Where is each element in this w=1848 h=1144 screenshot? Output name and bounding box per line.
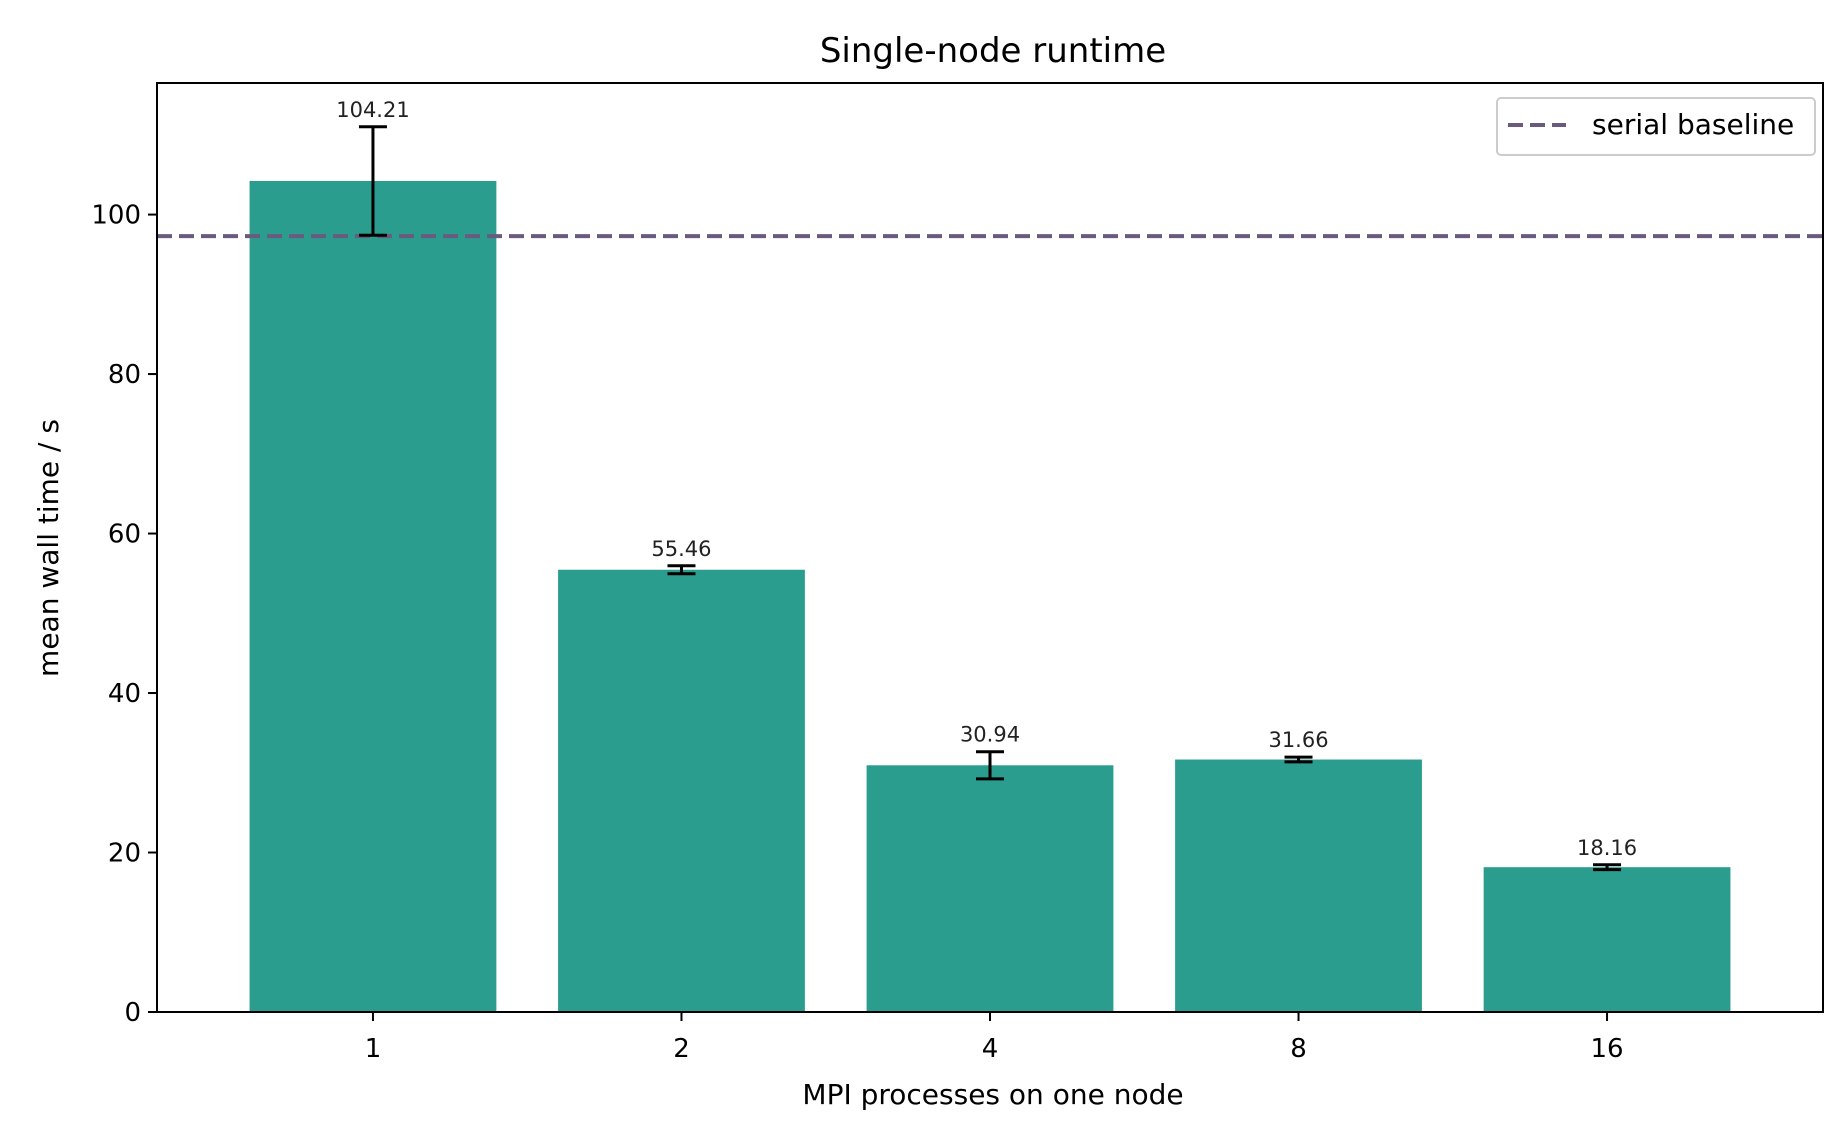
error-bars-layer [358,125,1622,872]
plot-frame [156,82,1824,1013]
x-tick-label-1: 1 [365,1034,382,1064]
data-label-2: 55.46 [651,537,711,561]
legend-box [1496,97,1816,156]
data-label-4: 30.94 [960,723,1020,747]
y-tick-label-40: 40 [108,679,141,709]
x-tick-label-16: 16 [1590,1034,1623,1064]
bar-1 [249,181,497,1012]
y-tick-label-20: 20 [108,839,141,869]
data-label-1: 104.21 [336,98,409,122]
data-label-16: 18.16 [1577,836,1637,860]
legend-label-serial-baseline: serial baseline [1592,108,1794,141]
x-tick-label-4: 4 [982,1034,999,1064]
x-tick-label-2: 2 [673,1034,690,1064]
x-tick-label-8: 8 [1290,1034,1307,1064]
y-axis-label: mean wall time / s [32,419,65,677]
x-axis-label: MPI processes on one node [802,1078,1183,1111]
data-label-8: 31.66 [1268,728,1328,752]
bar-8 [1175,759,1422,1012]
data-labels-layer: 104.21 55.46 30.94 31.66 18.16 [336,98,1637,860]
y-tick-label-0: 0 [124,998,141,1028]
bar-2 [558,569,805,1012]
y-tick-label-80: 80 [108,360,141,390]
bar-4 [866,765,1114,1012]
legend: serial baseline [1496,97,1816,156]
y-tick-label-60: 60 [108,520,141,550]
chart-title: Single-node runtime [820,31,1166,71]
bars-layer [249,181,1731,1012]
axes-layer: 1 2 4 8 16 0 20 40 60 80 100 [91,82,1824,1064]
bar-16 [1483,867,1731,1012]
y-tick-label-100: 100 [91,201,141,231]
